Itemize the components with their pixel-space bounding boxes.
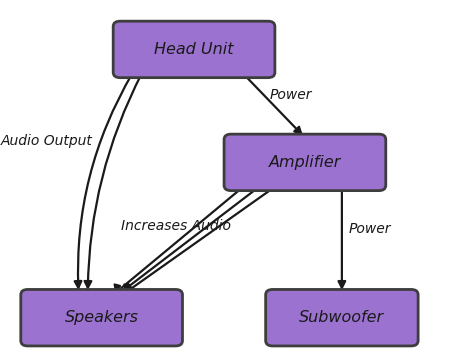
Text: Audio Output: Audio Output	[0, 134, 92, 148]
FancyBboxPatch shape	[113, 21, 275, 78]
Text: Head Unit: Head Unit	[154, 42, 234, 57]
Text: Power: Power	[270, 88, 312, 102]
Text: Increases Audio: Increases Audio	[121, 219, 231, 233]
Text: Power: Power	[348, 222, 391, 237]
Text: Subwoofer: Subwoofer	[299, 310, 384, 325]
FancyBboxPatch shape	[224, 134, 386, 191]
FancyBboxPatch shape	[21, 289, 182, 346]
Text: Amplifier: Amplifier	[269, 155, 341, 170]
Text: Speakers: Speakers	[65, 310, 139, 325]
FancyBboxPatch shape	[266, 289, 418, 346]
